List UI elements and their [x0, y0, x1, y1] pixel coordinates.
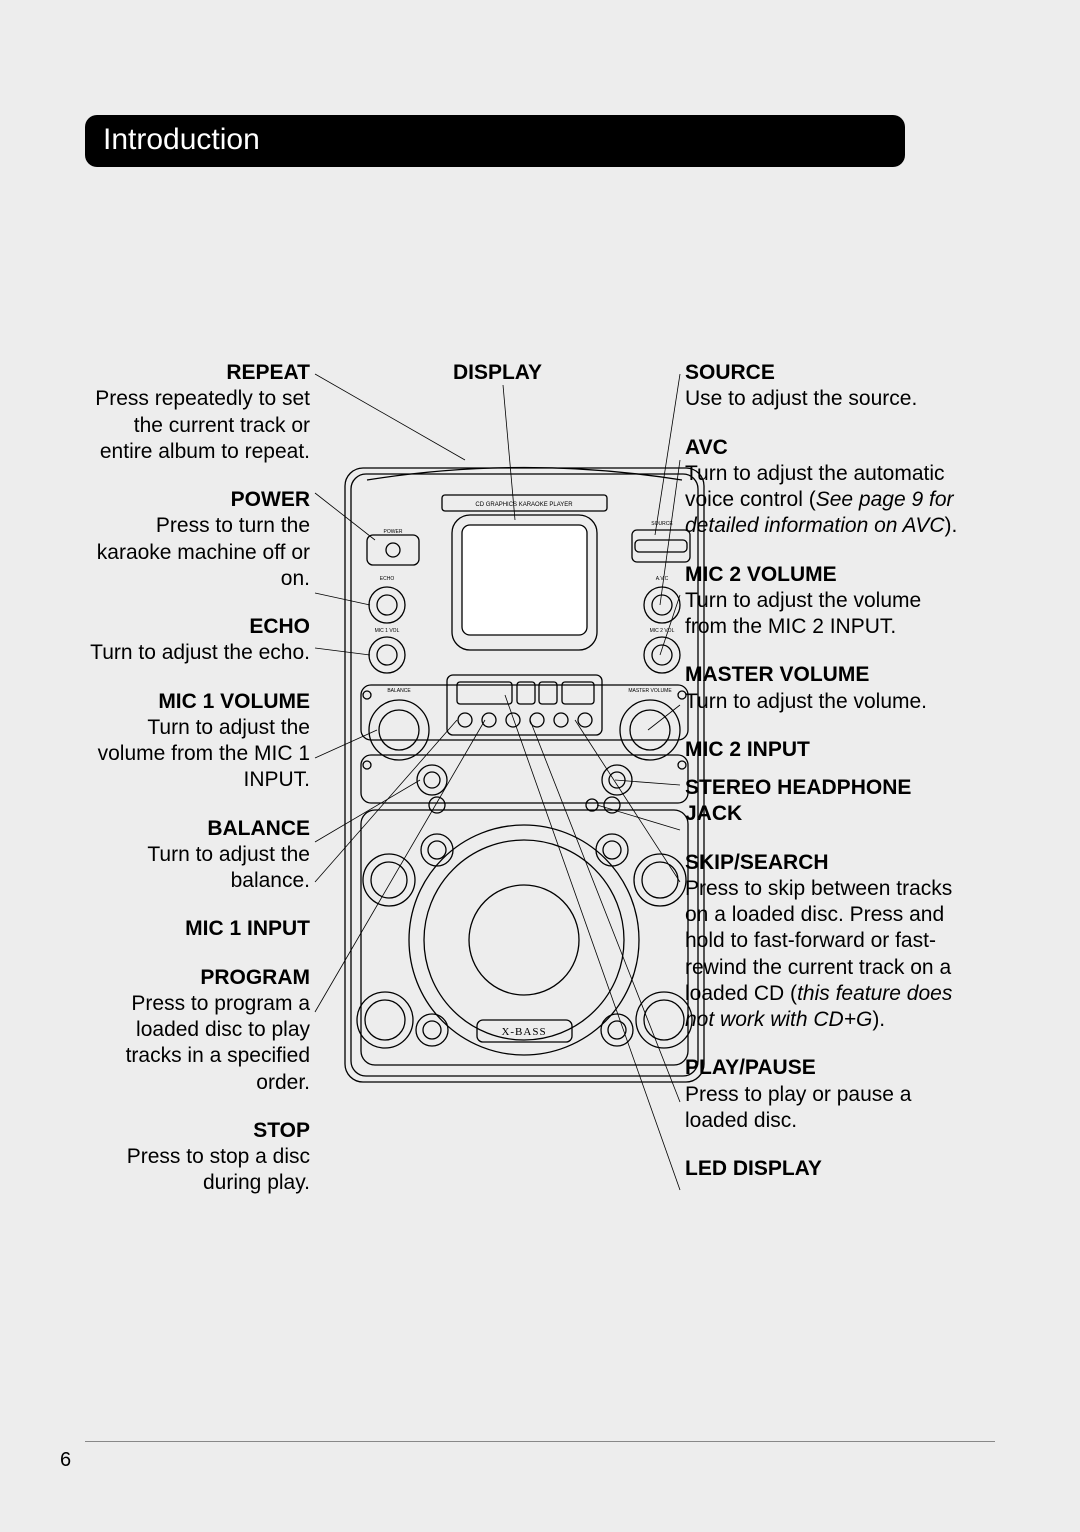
label-desc: Turn to adjust the volume from the MIC 2… [685, 589, 921, 638]
label-title: MASTER VOLUME [685, 663, 869, 686]
label-program: PROGRAM Press to program a loaded disc t… [85, 965, 310, 1096]
label-stop: STOP Press to stop a disc during play. [85, 1118, 310, 1197]
svg-text:MIC 2 VOL: MIC 2 VOL [650, 628, 675, 634]
label-title: MIC 1 INPUT [185, 917, 310, 940]
label-mic2-input: MIC 2 INPUT [685, 737, 965, 763]
footer-rule [85, 1441, 995, 1442]
label-play-pause: PLAY/PAUSE Press to play or pause a load… [685, 1055, 965, 1134]
svg-text:SOURCE: SOURCE [651, 521, 673, 527]
label-mic1-input: MIC 1 INPUT [85, 916, 310, 942]
page-number: 6 [60, 1449, 71, 1472]
label-title: STEREO HEADPHONE JACK [685, 776, 911, 825]
label-source: SOURCE Use to adjust the source. [685, 360, 965, 413]
label-desc: Press to program a loaded disc to play t… [126, 992, 310, 1094]
svg-text:MIC 1 VOL: MIC 1 VOL [375, 628, 400, 634]
label-display: DISPLAY [395, 360, 600, 386]
svg-text:CD GRAPHICS KARAOKE PLAYER: CD GRAPHICS KARAOKE PLAYER [475, 502, 573, 508]
page: Introduction DISPLAY REPEAT Press repeat… [30, 30, 1050, 1502]
right-column: SOURCE Use to adjust the source. AVC Tur… [685, 360, 965, 1204]
label-desc: Press to stop a disc during play. [127, 1145, 310, 1194]
left-column: REPEAT Press repeatedly to set the curre… [85, 360, 310, 1219]
svg-text:BALANCE: BALANCE [387, 688, 411, 694]
svg-text:MASTER VOLUME: MASTER VOLUME [628, 688, 672, 694]
label-desc: Turn to adjust the volume from the MIC 1… [98, 716, 310, 792]
section-title: Introduction [103, 123, 260, 156]
center-label-col: DISPLAY [395, 360, 600, 408]
label-desc: Use to adjust the source. [685, 387, 917, 410]
label-desc: Turn to adjust the volume. [685, 690, 927, 713]
label-desc: Press to play or pause a loaded disc. [685, 1083, 911, 1132]
label-display-title: DISPLAY [453, 361, 542, 384]
label-headphone-jack: STEREO HEADPHONE JACK [685, 775, 965, 828]
label-title: STOP [253, 1119, 310, 1142]
svg-text:X-BASS: X-BASS [501, 1026, 546, 1038]
label-title: PROGRAM [200, 966, 310, 989]
svg-text:POWER: POWER [384, 529, 403, 535]
label-title: SOURCE [685, 361, 775, 384]
svg-text:ECHO: ECHO [380, 576, 395, 582]
label-echo: ECHO Turn to adjust the echo. [85, 614, 310, 667]
label-desc: Press to skip between tracks on a loaded… [685, 877, 952, 1031]
label-desc: Turn to adjust the balance. [147, 843, 310, 892]
label-title: POWER [231, 488, 310, 511]
label-skip-search: SKIP/SEARCH Press to skip between tracks… [685, 850, 965, 1034]
label-repeat: REPEAT Press repeatedly to set the curre… [85, 360, 310, 465]
label-mic1-volume: MIC 1 VOLUME Turn to adjust the volume f… [85, 689, 310, 794]
label-desc: Turn to adjust the echo. [90, 641, 310, 664]
label-title: ECHO [249, 615, 310, 638]
label-title: REPEAT [226, 361, 310, 384]
label-desc: Press to turn the karaoke machine off or… [97, 514, 310, 590]
label-title: LED DISPLAY [685, 1157, 822, 1180]
svg-text:A.V.C: A.V.C [656, 576, 669, 582]
device-svg: CD GRAPHICS KARAOKE PLAYER X-BASS POWER … [337, 460, 712, 1090]
label-avc: AVC Turn to adjust the automatic voice c… [685, 435, 965, 540]
device-diagram: CD GRAPHICS KARAOKE PLAYER X-BASS POWER … [337, 460, 712, 1090]
label-mic2-volume: MIC 2 VOLUME Turn to adjust the volume f… [685, 562, 965, 641]
label-title: AVC [685, 436, 728, 459]
label-desc: Press repeatedly to set the current trac… [95, 387, 310, 463]
label-power: POWER Press to turn the karaoke machine … [85, 487, 310, 592]
label-balance: BALANCE Turn to adjust the balance. [85, 816, 310, 895]
label-title: MIC 1 VOLUME [158, 690, 310, 713]
label-led-display: LED DISPLAY [685, 1156, 965, 1182]
label-title: BALANCE [207, 817, 310, 840]
label-master-volume: MASTER VOLUME Turn to adjust the volume. [685, 662, 965, 715]
section-header: Introduction [85, 115, 905, 167]
label-desc: Turn to adjust the automatic voice contr… [685, 462, 957, 538]
